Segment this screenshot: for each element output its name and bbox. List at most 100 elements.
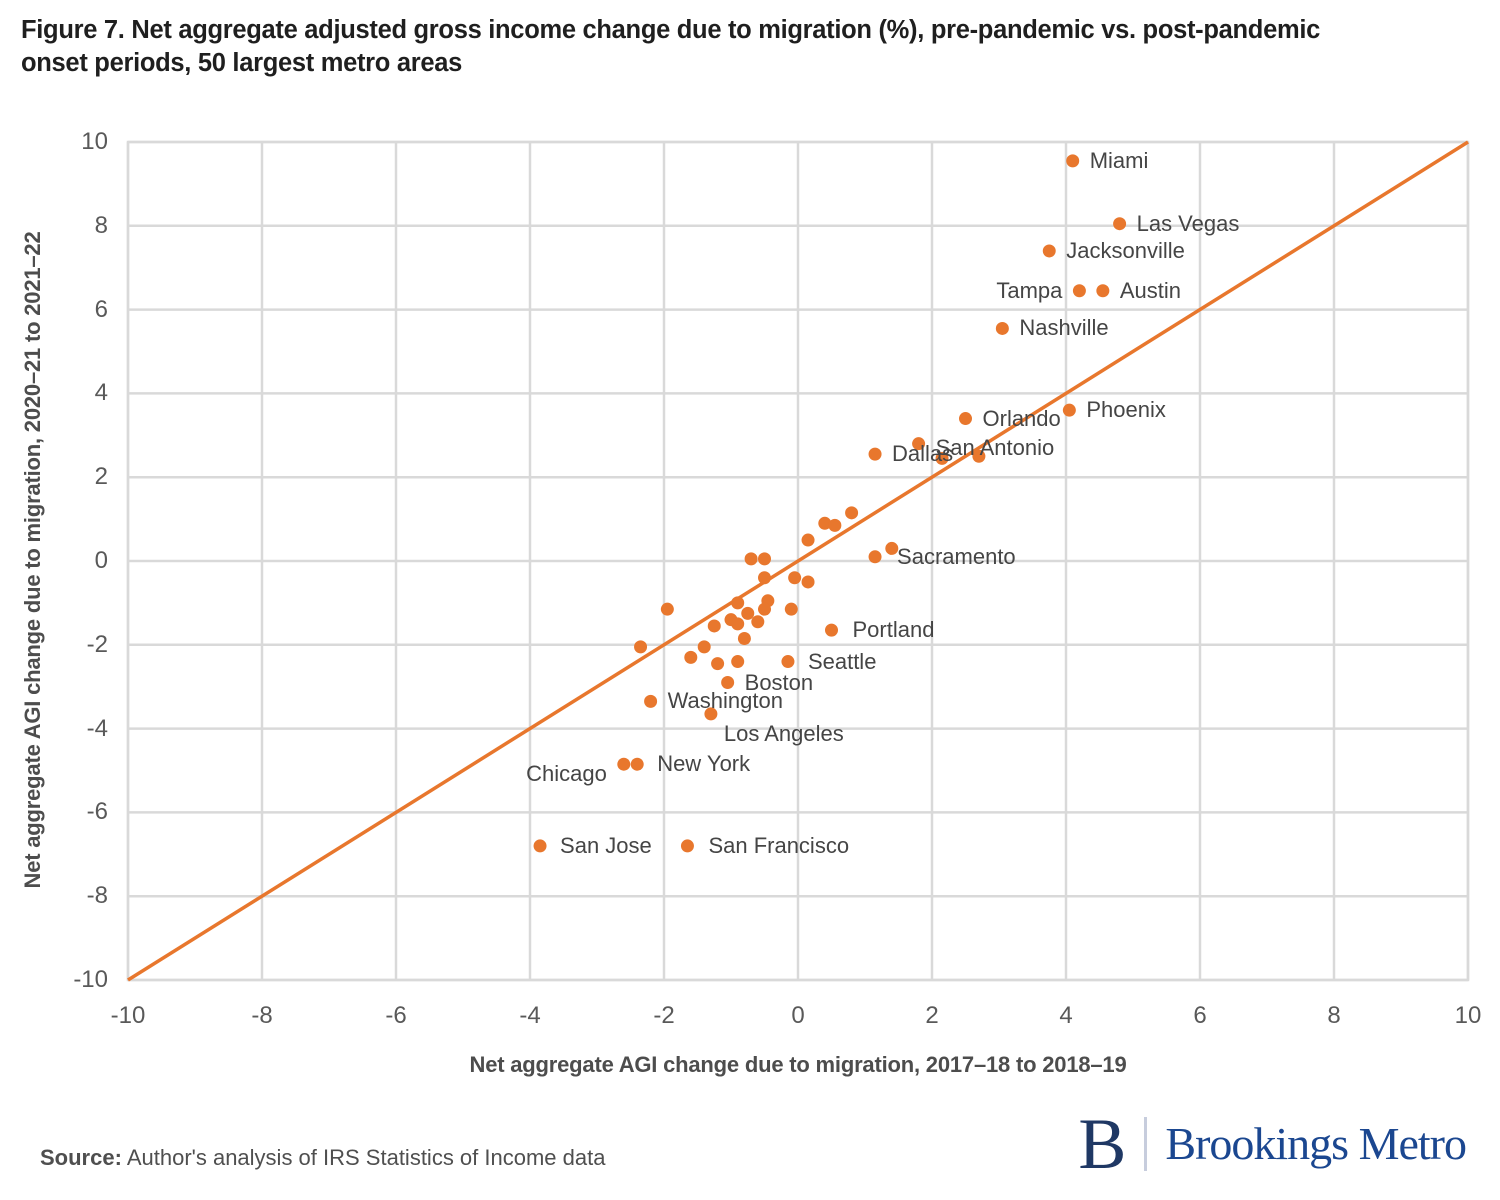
x-tick--4: -4 bbox=[519, 1002, 541, 1029]
y-tick--8: -8 bbox=[86, 882, 108, 910]
point-label-dallas: Dallas bbox=[892, 441, 954, 467]
y-tick-0: 0 bbox=[94, 547, 108, 574]
source-text: Author's analysis of IRS Statistics of I… bbox=[126, 1145, 606, 1170]
data-point-26 bbox=[758, 552, 771, 566]
data-point-21 bbox=[845, 506, 859, 520]
figure-title-line2: onset periods, 50 largest metro areas bbox=[21, 49, 463, 77]
data-point-tampa bbox=[1072, 284, 1086, 298]
y-tick--10: -10 bbox=[73, 966, 108, 993]
brookings-metro-logo: B Brookings Metro bbox=[1078, 1104, 1467, 1184]
point-label-tampa: Tampa bbox=[996, 277, 1063, 303]
y-tick-4: 4 bbox=[94, 379, 108, 407]
point-label-los-angeles: Los Angeles bbox=[723, 720, 844, 746]
reference-line-group bbox=[127, 140, 1469, 982]
data-point-los-angeles bbox=[704, 707, 718, 721]
data-point-new-york bbox=[630, 757, 644, 771]
data-point-37 bbox=[731, 617, 745, 631]
data-point-portland bbox=[825, 623, 838, 637]
x-tick--6: -6 bbox=[385, 1002, 407, 1029]
data-point-20 bbox=[885, 541, 899, 555]
x-axis-title: Net aggregate AGI change due to migratio… bbox=[469, 1052, 1127, 1077]
data-point-34 bbox=[784, 602, 798, 616]
data-point-nashville bbox=[995, 321, 1009, 335]
data-point-san-jose bbox=[533, 839, 547, 853]
y-axis-title: Net aggregate AGI change due to migratio… bbox=[20, 231, 45, 889]
points-group bbox=[533, 154, 1127, 853]
identity-line bbox=[127, 140, 1469, 982]
point-label-miami: Miami bbox=[1089, 147, 1149, 173]
point-label-nashville: Nashville bbox=[1019, 315, 1109, 341]
data-point-chicago bbox=[617, 757, 631, 771]
gridlines bbox=[126, 140, 1470, 982]
figure-title-line1: Figure 7. Net aggregate adjusted gross i… bbox=[21, 16, 1320, 44]
y-tick-10: 10 bbox=[81, 128, 108, 155]
x-tick--10: -10 bbox=[110, 1002, 146, 1029]
logo-divider bbox=[1144, 1117, 1148, 1171]
data-point-dallas bbox=[868, 447, 882, 461]
y-tick-6: 6 bbox=[94, 295, 108, 323]
point-label-phoenix: Phoenix bbox=[1086, 397, 1166, 423]
point-label-seattle: Seattle bbox=[807, 648, 877, 674]
data-point-22 bbox=[818, 516, 832, 530]
data-point-30 bbox=[660, 602, 674, 616]
point-label-sacramento: Sacramento bbox=[897, 543, 1016, 569]
point-label-san-francisco: San Francisco bbox=[708, 832, 850, 858]
data-point-43 bbox=[684, 650, 698, 664]
point-label-austin: Austin bbox=[1119, 277, 1181, 303]
data-point-sacramento bbox=[868, 550, 882, 564]
x-tick--8: -8 bbox=[251, 1002, 273, 1029]
data-point-24 bbox=[801, 533, 815, 547]
data-point-san-antonio bbox=[912, 437, 926, 451]
point-label-jacksonville: Jacksonville bbox=[1066, 237, 1185, 263]
data-point-31 bbox=[731, 596, 745, 610]
figure-title: Figure 7. Net aggregate adjusted gross i… bbox=[21, 14, 1320, 80]
point-label-chicago: Chicago bbox=[526, 761, 607, 787]
data-point-40 bbox=[737, 632, 751, 646]
source-label: Source: bbox=[40, 1145, 122, 1170]
data-point-boston bbox=[721, 676, 735, 690]
point-label-san-antonio: San Antonio bbox=[935, 434, 1055, 460]
data-point-miami bbox=[1066, 154, 1080, 168]
point-label-las-vegas: Las Vegas bbox=[1136, 210, 1240, 236]
data-point-23 bbox=[828, 518, 842, 532]
x-tick-4: 4 bbox=[1059, 1002, 1073, 1029]
data-point-orlando bbox=[959, 412, 972, 426]
brookings-b-monogram: B bbox=[1078, 1104, 1127, 1184]
point-label-new-york: New York bbox=[657, 751, 751, 777]
point-label-san-jose: San Jose bbox=[560, 832, 652, 858]
data-point-44 bbox=[711, 657, 725, 671]
y-tick--2: -2 bbox=[86, 630, 108, 658]
plot-border bbox=[126, 140, 1470, 982]
y-tick-8: 8 bbox=[94, 211, 108, 239]
x-tick-10: 10 bbox=[1454, 1002, 1482, 1029]
x-tick-0: 0 bbox=[791, 1002, 805, 1029]
data-point-27 bbox=[758, 571, 771, 585]
data-point-46 bbox=[935, 451, 949, 465]
y-tick-2: 2 bbox=[94, 463, 108, 491]
data-point-25 bbox=[744, 552, 758, 566]
logo-name: Brookings Metro bbox=[1165, 1118, 1467, 1169]
data-point-41 bbox=[634, 640, 648, 654]
data-point-jacksonville bbox=[1042, 244, 1056, 258]
data-point-29 bbox=[801, 575, 815, 589]
data-point-33 bbox=[758, 602, 771, 616]
point-label-washington: Washington bbox=[667, 688, 783, 714]
data-point-phoenix bbox=[1062, 403, 1076, 417]
source-note: Source: Author's analysis of IRS Statist… bbox=[40, 1144, 605, 1172]
point-label-portland: Portland bbox=[852, 617, 935, 643]
point-label-boston: Boston bbox=[744, 669, 814, 695]
data-point-washington bbox=[644, 694, 658, 708]
data-point-austin bbox=[1096, 284, 1110, 298]
data-point-san-francisco bbox=[680, 839, 694, 853]
data-point-47 bbox=[972, 449, 986, 463]
x-tick-8: 8 bbox=[1327, 1002, 1341, 1029]
x-tick--2: -2 bbox=[653, 1002, 675, 1029]
data-point-42 bbox=[697, 640, 711, 654]
data-point-39 bbox=[751, 615, 765, 629]
data-point-28 bbox=[788, 571, 802, 585]
x-tick-2: 2 bbox=[925, 1002, 939, 1029]
data-point-38 bbox=[707, 619, 721, 633]
data-point-35 bbox=[741, 606, 755, 620]
data-point-las-vegas bbox=[1113, 217, 1127, 231]
